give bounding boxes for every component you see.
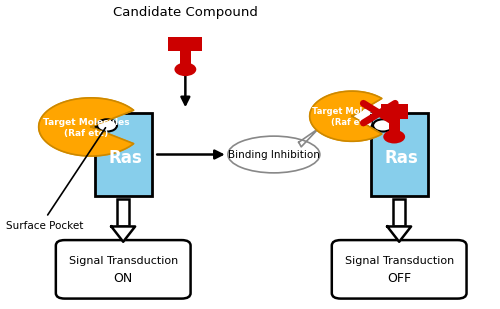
Text: Ras: Ras	[109, 149, 142, 167]
Circle shape	[373, 119, 393, 132]
Polygon shape	[298, 129, 318, 147]
Text: (Raf etc): (Raf etc)	[64, 129, 108, 138]
FancyBboxPatch shape	[332, 240, 466, 298]
Text: Signal Transduction: Signal Transduction	[344, 256, 454, 266]
Text: Target Molecules: Target Molecules	[42, 118, 129, 127]
Circle shape	[97, 119, 117, 132]
Text: Candidate Compound: Candidate Compound	[113, 6, 258, 19]
FancyBboxPatch shape	[370, 113, 428, 196]
Circle shape	[174, 63, 197, 76]
Text: OFF: OFF	[387, 272, 411, 285]
Text: Signal Transduction: Signal Transduction	[68, 256, 178, 266]
Text: Binding Inhibition: Binding Inhibition	[228, 150, 320, 159]
FancyBboxPatch shape	[168, 36, 202, 51]
Polygon shape	[112, 226, 135, 242]
FancyBboxPatch shape	[180, 51, 191, 64]
Text: ON: ON	[114, 272, 133, 285]
Circle shape	[384, 130, 405, 143]
FancyBboxPatch shape	[380, 104, 408, 119]
Ellipse shape	[228, 136, 320, 173]
FancyBboxPatch shape	[388, 119, 400, 132]
Text: (Raf etc): (Raf etc)	[331, 118, 372, 127]
FancyBboxPatch shape	[393, 199, 405, 226]
Text: Target Molecules: Target Molecules	[312, 107, 392, 116]
Polygon shape	[38, 98, 134, 156]
FancyBboxPatch shape	[117, 199, 129, 226]
FancyBboxPatch shape	[94, 113, 152, 196]
Text: Ras: Ras	[385, 149, 418, 167]
Polygon shape	[387, 226, 411, 242]
FancyBboxPatch shape	[56, 240, 190, 298]
Polygon shape	[310, 91, 382, 141]
Text: Surface Pocket: Surface Pocket	[6, 222, 84, 231]
